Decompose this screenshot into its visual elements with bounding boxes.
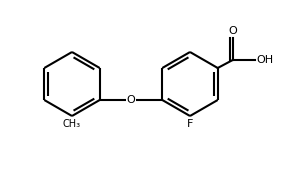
Text: O: O	[228, 26, 237, 36]
Text: CH₃: CH₃	[63, 119, 81, 129]
Text: OH: OH	[257, 55, 274, 65]
Text: O: O	[127, 95, 135, 105]
Text: F: F	[187, 119, 193, 129]
